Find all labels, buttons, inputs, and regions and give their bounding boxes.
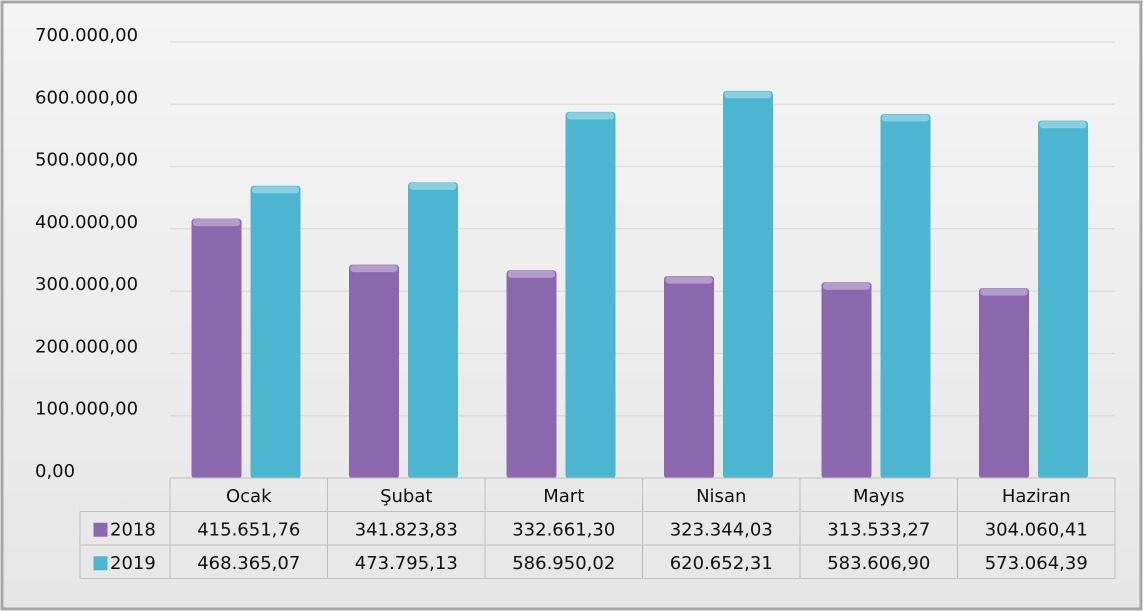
y-tick-label: 500.000,00	[35, 150, 138, 171]
y-tick-label: 100.000,00	[35, 399, 138, 420]
data-table-value: 323.344,03	[670, 519, 773, 540]
data-table-value: 341.823,83	[355, 519, 458, 540]
bar-cap	[409, 182, 457, 190]
bar	[723, 90, 773, 479]
legend-key	[93, 522, 108, 537]
x-tick-label: Haziran	[1002, 486, 1071, 507]
bar-cap	[350, 265, 398, 273]
bar-cap	[1039, 121, 1087, 129]
y-tick-label: 600.000,00	[35, 87, 138, 108]
data-table-value: 620.652,31	[670, 553, 773, 574]
y-tick-label: 300.000,00	[35, 274, 138, 295]
bar	[349, 264, 399, 479]
data-table-value: 313.533,27	[827, 519, 930, 540]
bar-cap	[665, 276, 713, 284]
bar	[979, 288, 1029, 479]
bar-cap	[980, 288, 1028, 296]
bar-cap	[508, 270, 555, 278]
bar-cap	[724, 91, 772, 99]
bar	[664, 276, 714, 479]
data-table-value: 473.795,13	[355, 553, 458, 574]
data-table-value: 332.661,30	[512, 519, 615, 540]
data-table-value: 573.064,39	[985, 553, 1088, 574]
bar-cap	[567, 112, 614, 120]
legend-label: 2018	[110, 519, 156, 540]
bar	[191, 218, 242, 479]
bar	[1038, 120, 1088, 479]
bar-cap	[193, 219, 240, 227]
bar	[565, 111, 616, 479]
data-table-value: 586.950,02	[512, 553, 615, 574]
legend-key	[93, 556, 108, 571]
x-tick-label: Şubat	[380, 486, 432, 507]
y-tick-label: 400.000,00	[35, 212, 138, 233]
data-table-value: 415.651,76	[197, 519, 300, 540]
bar	[408, 182, 458, 479]
legend-label: 2019	[110, 553, 156, 574]
data-table-value: 468.365,07	[197, 553, 300, 574]
bar-cap	[823, 282, 870, 290]
y-tick-label: 0,00	[35, 461, 75, 482]
x-tick-label: Mayıs	[853, 486, 905, 507]
y-tick-label: 200.000,00	[35, 336, 138, 357]
y-tick-label: 700.000,00	[35, 25, 138, 46]
x-tick-label: Ocak	[226, 486, 272, 507]
bar-cap	[252, 186, 299, 194]
bar	[821, 282, 872, 479]
x-tick-label: Nisan	[696, 486, 746, 507]
data-table-value: 304.060,41	[985, 519, 1088, 540]
bar	[880, 113, 931, 479]
bar	[506, 270, 557, 479]
data-table-value: 583.606,90	[827, 553, 930, 574]
x-tick-label: Mart	[543, 486, 584, 507]
bar	[250, 185, 301, 479]
bar-cap	[882, 114, 929, 122]
